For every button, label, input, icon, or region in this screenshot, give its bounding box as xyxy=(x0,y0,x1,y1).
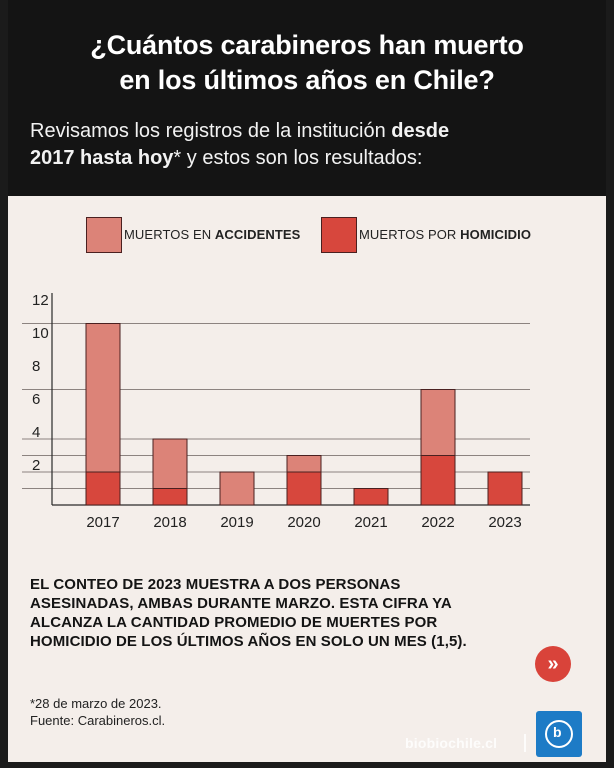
bar-accidents-2019 xyxy=(219,471,255,506)
bar-accidents-2018 xyxy=(152,438,188,489)
brand-logo-icon: b xyxy=(536,711,582,757)
y-tick-label: 4 xyxy=(32,424,40,441)
note-line-4: HOMICIDIO DE LOS ÚLTIMOS AÑOS EN SOLO UN… xyxy=(30,633,467,650)
header-banner: ¿Cuántos carabineros han muerto en los ú… xyxy=(8,0,606,196)
legend-swatch-accidents xyxy=(86,217,122,253)
legend-accidents-bold: ACCIDENTES xyxy=(214,227,301,242)
frame-border-bottom xyxy=(0,762,614,768)
y-tick-label: 12 xyxy=(32,292,49,309)
bar-accidents-2017 xyxy=(85,323,121,473)
bar-homicide-2020 xyxy=(286,471,322,506)
page-title: ¿Cuántos carabineros han muerto en los ú… xyxy=(8,28,606,98)
legend-label-accidents: MUERTOS EN ACCIDENTES xyxy=(124,227,300,242)
brand-logo-ring xyxy=(545,720,573,748)
x-tick-label-2020: 2020 xyxy=(287,514,320,531)
bar-accidents-2022 xyxy=(420,389,456,456)
note-line-3: ALCANZA LA CANTIDAD PROMEDIO DE MUERTES … xyxy=(30,614,438,631)
title-line-1: ¿Cuántos carabineros han muerto xyxy=(90,30,524,60)
x-tick-label-2018: 2018 xyxy=(153,514,186,531)
subtitle-bold-1: desde xyxy=(391,120,450,142)
y-tick-label: 6 xyxy=(32,391,40,408)
legend-homicide-bold: HOMICIDIO xyxy=(460,227,532,242)
bar-homicide-2022 xyxy=(420,455,456,506)
brand-logo-mark: b xyxy=(553,724,562,740)
bar-accidents-2020 xyxy=(286,455,322,473)
footnote-source: Fuente: Carabineros.cl. xyxy=(30,713,166,728)
analysis-note: EL CONTEO DE 2023 MUESTRA A DOS PERSONAS… xyxy=(30,575,550,651)
legend-accidents-prefix: MUERTOS EN xyxy=(124,227,215,242)
note-line-1: EL CONTEO DE 2023 MUESTRA A DOS PERSONAS xyxy=(30,576,401,593)
legend-homicide-prefix: MUERTOS POR xyxy=(359,227,461,242)
legend-swatch-homicide xyxy=(321,217,357,253)
y-tick-label: 2 xyxy=(32,457,40,474)
subtitle: Revisamos los registros de la institució… xyxy=(30,118,590,172)
subtitle-text-1: Revisamos los registros de la institució… xyxy=(30,120,392,142)
y-tick-label: 10 xyxy=(32,325,49,342)
frame-border-left xyxy=(0,0,8,768)
next-arrow-button[interactable]: » xyxy=(535,646,571,682)
title-line-2: en los últimos años en Chile? xyxy=(119,65,495,95)
subtitle-text-2: * y estos son los resultados: xyxy=(173,147,423,169)
bar-homicide-2018 xyxy=(152,488,188,506)
footnote: *28 de marzo de 2023. Fuente: Carabinero… xyxy=(30,695,165,729)
x-tick-label-2017: 2017 xyxy=(86,514,119,531)
x-tick-label-2023: 2023 xyxy=(488,514,521,531)
x-tick-label-2021: 2021 xyxy=(354,514,387,531)
legend-label-homicide: MUERTOS POR HOMICIDIO xyxy=(359,227,531,242)
x-tick-label-2019: 2019 xyxy=(220,514,253,531)
bar-homicide-2021 xyxy=(353,488,389,506)
frame-border-right xyxy=(606,0,614,768)
stacked-bar-chart: 2 4 6 8 10 12 2017 2018 2019 2020 2021 2022 2023 xyxy=(22,292,530,531)
x-tick-label-2022: 2022 xyxy=(421,514,454,531)
note-line-2: ASESINADAS, AMBAS DURANTE MARZO. ESTA CI… xyxy=(30,595,452,612)
subtitle-bold-2: 2017 hasta hoy xyxy=(30,147,174,169)
footnote-date: *28 de marzo de 2023. xyxy=(30,696,162,711)
bar-homicide-2017 xyxy=(85,471,121,506)
brand-name: biobiochile.cl xyxy=(405,735,498,751)
y-tick-label: 8 xyxy=(32,358,40,375)
brand-divider xyxy=(524,734,526,752)
bar-homicide-2023 xyxy=(487,471,523,506)
